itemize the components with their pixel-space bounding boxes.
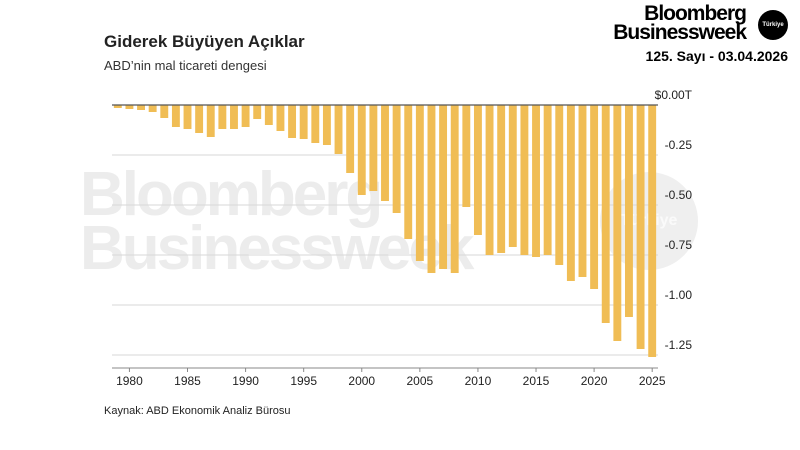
y-tick-label: -0.50 bbox=[665, 188, 693, 202]
bar bbox=[625, 105, 633, 317]
brand-name-line1: Bloomberg bbox=[644, 2, 747, 25]
bar bbox=[148, 105, 157, 112]
brand-header: Bloomberg Businessweek Türkiye 125. Sayı… bbox=[613, 2, 788, 64]
bar bbox=[334, 105, 343, 154]
bar bbox=[322, 105, 331, 145]
issue-label: 125. Sayı - 03.04.2026 bbox=[645, 48, 788, 64]
bar bbox=[590, 105, 599, 289]
bar bbox=[439, 105, 448, 269]
brand-logo-icon: Türkiye bbox=[758, 10, 788, 40]
bar bbox=[137, 105, 145, 110]
y-tick-label: -0.25 bbox=[665, 138, 693, 152]
bar bbox=[160, 105, 169, 118]
bar bbox=[497, 105, 506, 253]
bar bbox=[276, 105, 285, 131]
brand-name-line2: Businessweek bbox=[613, 21, 747, 44]
x-tick-label: 2010 bbox=[465, 374, 492, 388]
y-tick-label: -1.25 bbox=[665, 338, 693, 352]
chart-title: Giderek Büyüyen Açıklar bbox=[104, 32, 305, 51]
bar bbox=[171, 105, 180, 127]
bar bbox=[601, 105, 610, 323]
bar bbox=[392, 105, 401, 213]
bar bbox=[543, 105, 552, 255]
bar bbox=[195, 105, 204, 133]
bar bbox=[613, 105, 622, 341]
bar bbox=[288, 105, 297, 138]
bar bbox=[183, 105, 192, 129]
y-tick-label: $0.00T bbox=[655, 88, 693, 102]
bar bbox=[264, 105, 273, 125]
bar bbox=[299, 105, 308, 139]
chart-subtitle: ABD’nin mal ticareti dengesi bbox=[104, 58, 267, 73]
x-tick-label: 1995 bbox=[290, 374, 317, 388]
bar bbox=[404, 105, 413, 239]
bar bbox=[508, 105, 517, 247]
x-tick-label: 2005 bbox=[406, 374, 433, 388]
bar bbox=[473, 105, 482, 235]
bar bbox=[113, 105, 122, 108]
x-tick-label: 1980 bbox=[116, 374, 143, 388]
bar bbox=[485, 105, 494, 255]
bar bbox=[520, 105, 529, 255]
bar bbox=[427, 105, 436, 273]
x-tick-label: 1985 bbox=[174, 374, 201, 388]
bar bbox=[648, 105, 657, 357]
bar bbox=[450, 105, 459, 273]
bar bbox=[346, 105, 355, 173]
bar bbox=[578, 105, 587, 277]
bar bbox=[206, 105, 215, 137]
bar bbox=[462, 105, 471, 207]
bar bbox=[555, 105, 564, 265]
y-tick-label: -1.00 bbox=[665, 288, 693, 302]
bar bbox=[253, 105, 262, 119]
x-tick-label: 2015 bbox=[523, 374, 550, 388]
bar bbox=[532, 105, 540, 257]
y-tick-label: -0.75 bbox=[665, 238, 693, 252]
source-note: Kaynak: ABD Ekonomik Analiz Bürosu bbox=[104, 405, 291, 417]
bar bbox=[636, 105, 645, 349]
bar bbox=[357, 105, 366, 195]
x-tick-label: 2025 bbox=[639, 374, 666, 388]
x-tick-label: 2000 bbox=[348, 374, 375, 388]
bar bbox=[218, 105, 227, 129]
bar bbox=[125, 105, 134, 109]
bar bbox=[381, 105, 389, 201]
bar bbox=[241, 105, 250, 127]
x-tick-label: 2020 bbox=[581, 374, 608, 388]
bar bbox=[311, 105, 320, 143]
x-tick-label: 1990 bbox=[232, 374, 259, 388]
bar bbox=[369, 105, 378, 191]
bar bbox=[415, 105, 424, 261]
bar bbox=[230, 105, 238, 129]
bar bbox=[566, 105, 575, 281]
